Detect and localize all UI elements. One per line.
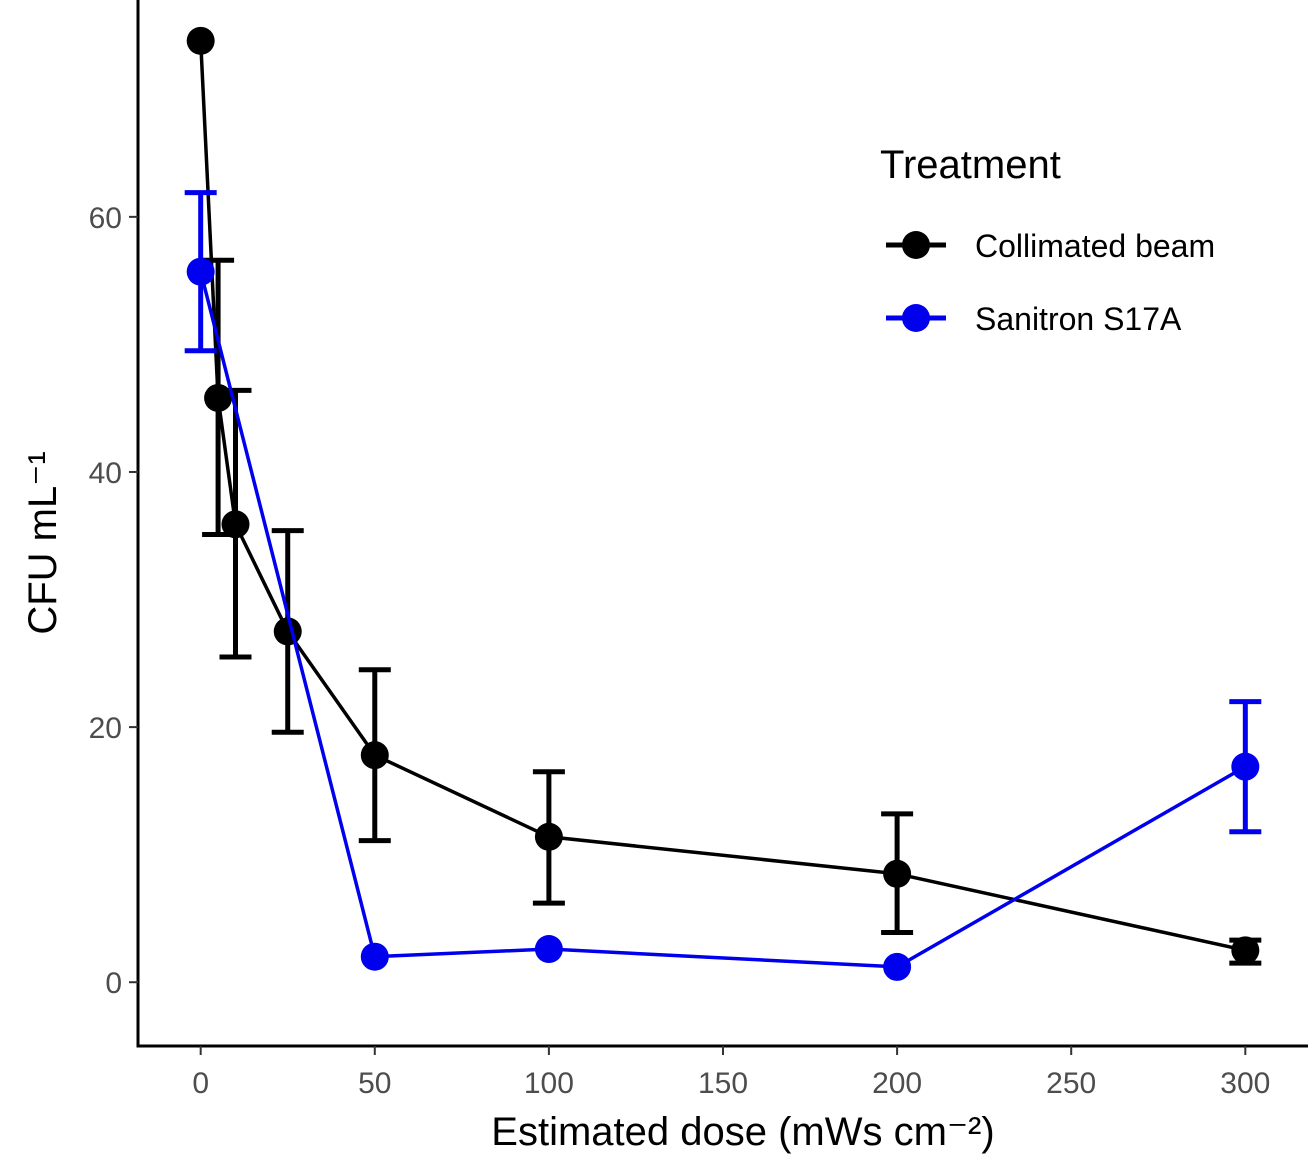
data-point	[534, 935, 563, 964]
y-tick-label: 20	[89, 712, 122, 745]
x-tick-label: 200	[872, 1067, 922, 1100]
x-tick-label: 50	[358, 1067, 391, 1100]
legend-item: Sanitron S17A	[886, 301, 1182, 337]
data-point	[534, 822, 563, 851]
data-point	[186, 26, 215, 55]
x-tick-label: 100	[524, 1067, 574, 1100]
data-point	[204, 383, 233, 412]
series-1	[184, 190, 1262, 981]
legend-title: Treatment	[880, 143, 1061, 187]
data-point	[883, 859, 912, 888]
x-tick-label: 150	[698, 1067, 748, 1100]
y-tick-label: 0	[105, 967, 122, 1000]
data-point	[186, 257, 215, 286]
legend-label: Collimated beam	[975, 228, 1215, 264]
data-point	[273, 617, 302, 646]
data-point	[360, 741, 389, 770]
data-point	[1231, 936, 1260, 965]
series-line	[198, 40, 1246, 953]
data-point	[360, 942, 389, 971]
axes	[136, 0, 1308, 1048]
axis-ticks: 0 50 100 150 200 250 300 0 20 40 60	[89, 202, 1271, 1100]
y-axis-title: CFU mL⁻¹	[21, 451, 65, 634]
y-tick-label: 40	[89, 457, 122, 490]
legend: Treatment Collimated beam Sanitron S17A	[880, 143, 1215, 337]
legend-item: Collimated beam	[886, 228, 1215, 264]
x-tick-label: 300	[1220, 1067, 1270, 1100]
x-tick-label: 0	[192, 1067, 209, 1100]
data-point	[1231, 752, 1260, 781]
legend-key-point	[902, 304, 930, 332]
y-tick-label: 60	[89, 202, 122, 235]
series-group	[184, 26, 1262, 981]
data-point	[883, 952, 912, 981]
x-axis-title: Estimated dose (mWs cm⁻²)	[491, 1110, 994, 1154]
series-0	[186, 26, 1262, 966]
legend-label: Sanitron S17A	[975, 301, 1182, 337]
legend-key-point	[902, 231, 930, 259]
legend-items: Collimated beam Sanitron S17A	[886, 228, 1215, 337]
x-tick-label: 250	[1046, 1067, 1096, 1100]
data-point	[221, 510, 250, 539]
series-line	[198, 271, 1247, 969]
